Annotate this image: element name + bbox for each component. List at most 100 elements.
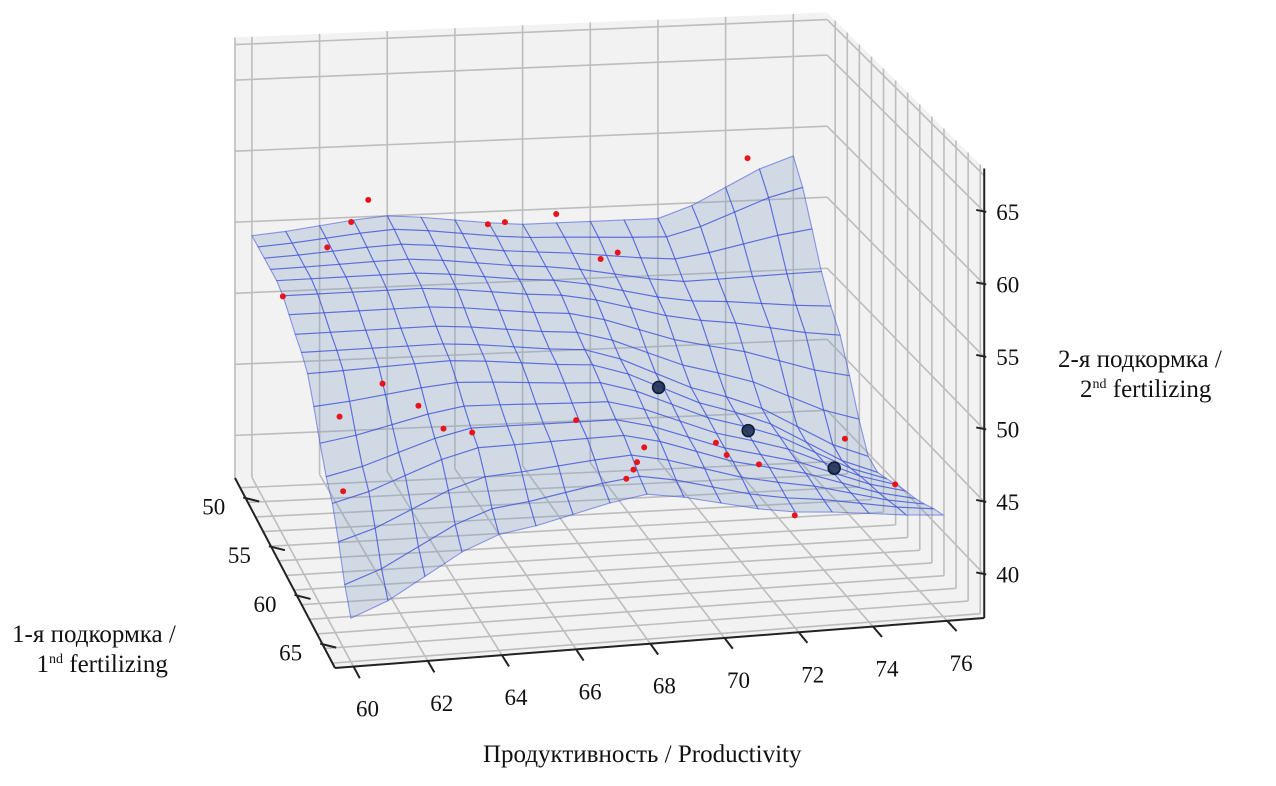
y-tick: [243, 496, 260, 503]
back-wall-gridline: [234, 18, 828, 46]
observation-point: [630, 466, 637, 473]
observation-point: [641, 444, 648, 451]
observation-point: [365, 196, 372, 203]
floor-gridline: [316, 587, 957, 635]
floor-gridline: [454, 468, 577, 650]
surface-patch: [282, 293, 325, 316]
x-axis-label: Продуктивность / Productivity: [483, 741, 802, 768]
z-tick: [976, 281, 987, 286]
right-wall-gridline: [826, 409, 985, 576]
y-tick-label: 65: [279, 641, 302, 666]
z-axis-label-line2: 2nd fertilizing: [1058, 375, 1222, 405]
observation-point: [791, 512, 798, 519]
z-tick-label: 45: [996, 490, 1019, 515]
x-axis-line: [334, 616, 985, 669]
surface-patch: [477, 444, 523, 478]
observation-point: [723, 451, 730, 458]
surface-patch: [275, 278, 319, 297]
optimum-point: [827, 461, 841, 475]
observation-point: [501, 219, 508, 226]
surface-patch: [306, 370, 351, 408]
x-tick-label: 72: [801, 662, 824, 687]
back-wall-gridline: [234, 409, 828, 437]
z-tick: [976, 353, 987, 358]
floor-gridline: [278, 524, 896, 562]
right-wall-gridline: [826, 19, 985, 177]
optimum-point: [741, 423, 755, 438]
floor-gridline: [251, 476, 355, 667]
y-tick-label: 60: [254, 592, 277, 617]
floor-gridline: [589, 462, 726, 639]
observation-point: [440, 425, 447, 432]
surface-patch: [358, 308, 402, 331]
x-tick: [426, 660, 436, 673]
back-wall: [235, 12, 828, 479]
x-tick-label: 60: [356, 697, 379, 722]
surface-patch: [300, 349, 344, 375]
floor-gridline: [792, 453, 948, 622]
observation-point: [755, 461, 762, 468]
floor-gridline: [324, 600, 969, 650]
floor-gridline: [247, 473, 848, 504]
x-tick: [575, 648, 585, 662]
right-wall-gridline: [826, 267, 985, 431]
z-axis-label-line1: 2-я подкормка /: [1058, 346, 1222, 373]
x-tick: [352, 666, 361, 679]
floor-gridline: [293, 549, 920, 591]
surface-patch: [310, 276, 354, 295]
scatter-points: [279, 155, 899, 519]
observation-point: [340, 488, 347, 495]
x-tick: [946, 620, 958, 632]
x-tick: [649, 643, 660, 656]
z-tick-label: 65: [996, 200, 1019, 225]
back-wall-gridline: [234, 338, 828, 366]
y-tick-label: 50: [202, 494, 225, 519]
floor-gridline: [270, 511, 884, 548]
y-tick: [268, 545, 286, 552]
observation-point: [415, 402, 422, 409]
observation-point: [634, 459, 641, 466]
observation-point: [841, 435, 848, 442]
floor-gridline: [301, 562, 932, 606]
floor-gridline: [255, 486, 860, 518]
observation-point: [573, 417, 580, 424]
z-tick: [976, 571, 987, 576]
floor-gridline: [318, 474, 429, 662]
observation-point: [712, 439, 719, 446]
observation-point: [892, 481, 899, 488]
observation-point: [484, 221, 491, 228]
y-label-text: fertilizing: [63, 651, 168, 678]
x-tick: [723, 637, 734, 650]
surface-patch: [288, 312, 332, 335]
observation-point: [623, 475, 630, 482]
surface-patch: [364, 327, 409, 349]
back-wall-gridline: [234, 125, 828, 152]
x-tick: [501, 654, 510, 667]
floor-gridline: [286, 536, 908, 577]
floor-gridline: [240, 460, 836, 489]
z-tick: [976, 498, 987, 503]
z-label-text: fertilizing: [1106, 376, 1212, 403]
x-tick-label: 66: [579, 679, 602, 704]
z-tick: [976, 426, 987, 431]
back-wall-gridline: [234, 267, 828, 295]
z-tick-label: 55: [996, 345, 1019, 370]
x-tick-label: 62: [430, 691, 453, 716]
right-wall-gridline: [826, 338, 985, 503]
z-tick-label: 50: [996, 417, 1019, 442]
floor-gridline: [332, 612, 981, 664]
observation-point: [348, 219, 355, 226]
observation-point: [597, 255, 604, 262]
observation-point: [324, 244, 331, 251]
y-tick: [294, 593, 311, 600]
floor-gridline: [657, 459, 800, 633]
x-tick: [872, 625, 883, 638]
z-label-sup: nd: [1092, 377, 1107, 392]
z-tick-label: 40: [996, 562, 1019, 587]
observation-point: [469, 429, 476, 436]
optimum-point: [651, 380, 666, 395]
observation-point: [614, 249, 621, 256]
axes: [234, 168, 987, 679]
